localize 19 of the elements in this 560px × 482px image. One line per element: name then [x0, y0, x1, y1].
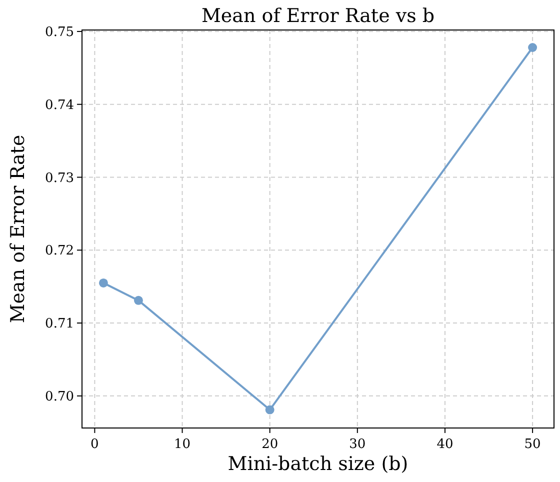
y-tick-label: 0.72 — [45, 244, 74, 259]
y-tick-label: 0.70 — [45, 389, 74, 404]
x-tick-label: 50 — [524, 437, 541, 452]
chart-title: Mean of Error Rate vs b — [201, 5, 435, 27]
x-tick-label: 40 — [436, 437, 454, 452]
x-tick-label: 20 — [262, 437, 278, 452]
y-tick-label: 0.71 — [45, 316, 74, 332]
y-axis-title: Mean of Error Rate — [7, 134, 29, 324]
x-tick-label: 30 — [349, 437, 366, 452]
x-tick-label: 10 — [174, 437, 191, 452]
y-tick-label: 0.75 — [45, 25, 74, 40]
point — [265, 405, 274, 414]
point — [98, 278, 108, 288]
point — [528, 42, 538, 52]
x-tick-label: 0 — [90, 437, 99, 452]
y-tick-label: 0.73 — [45, 170, 74, 186]
x-axis-title: Mini-batch size (b) — [228, 453, 408, 475]
y-tick-label: 0.74 — [45, 98, 74, 113]
point — [134, 296, 143, 305]
